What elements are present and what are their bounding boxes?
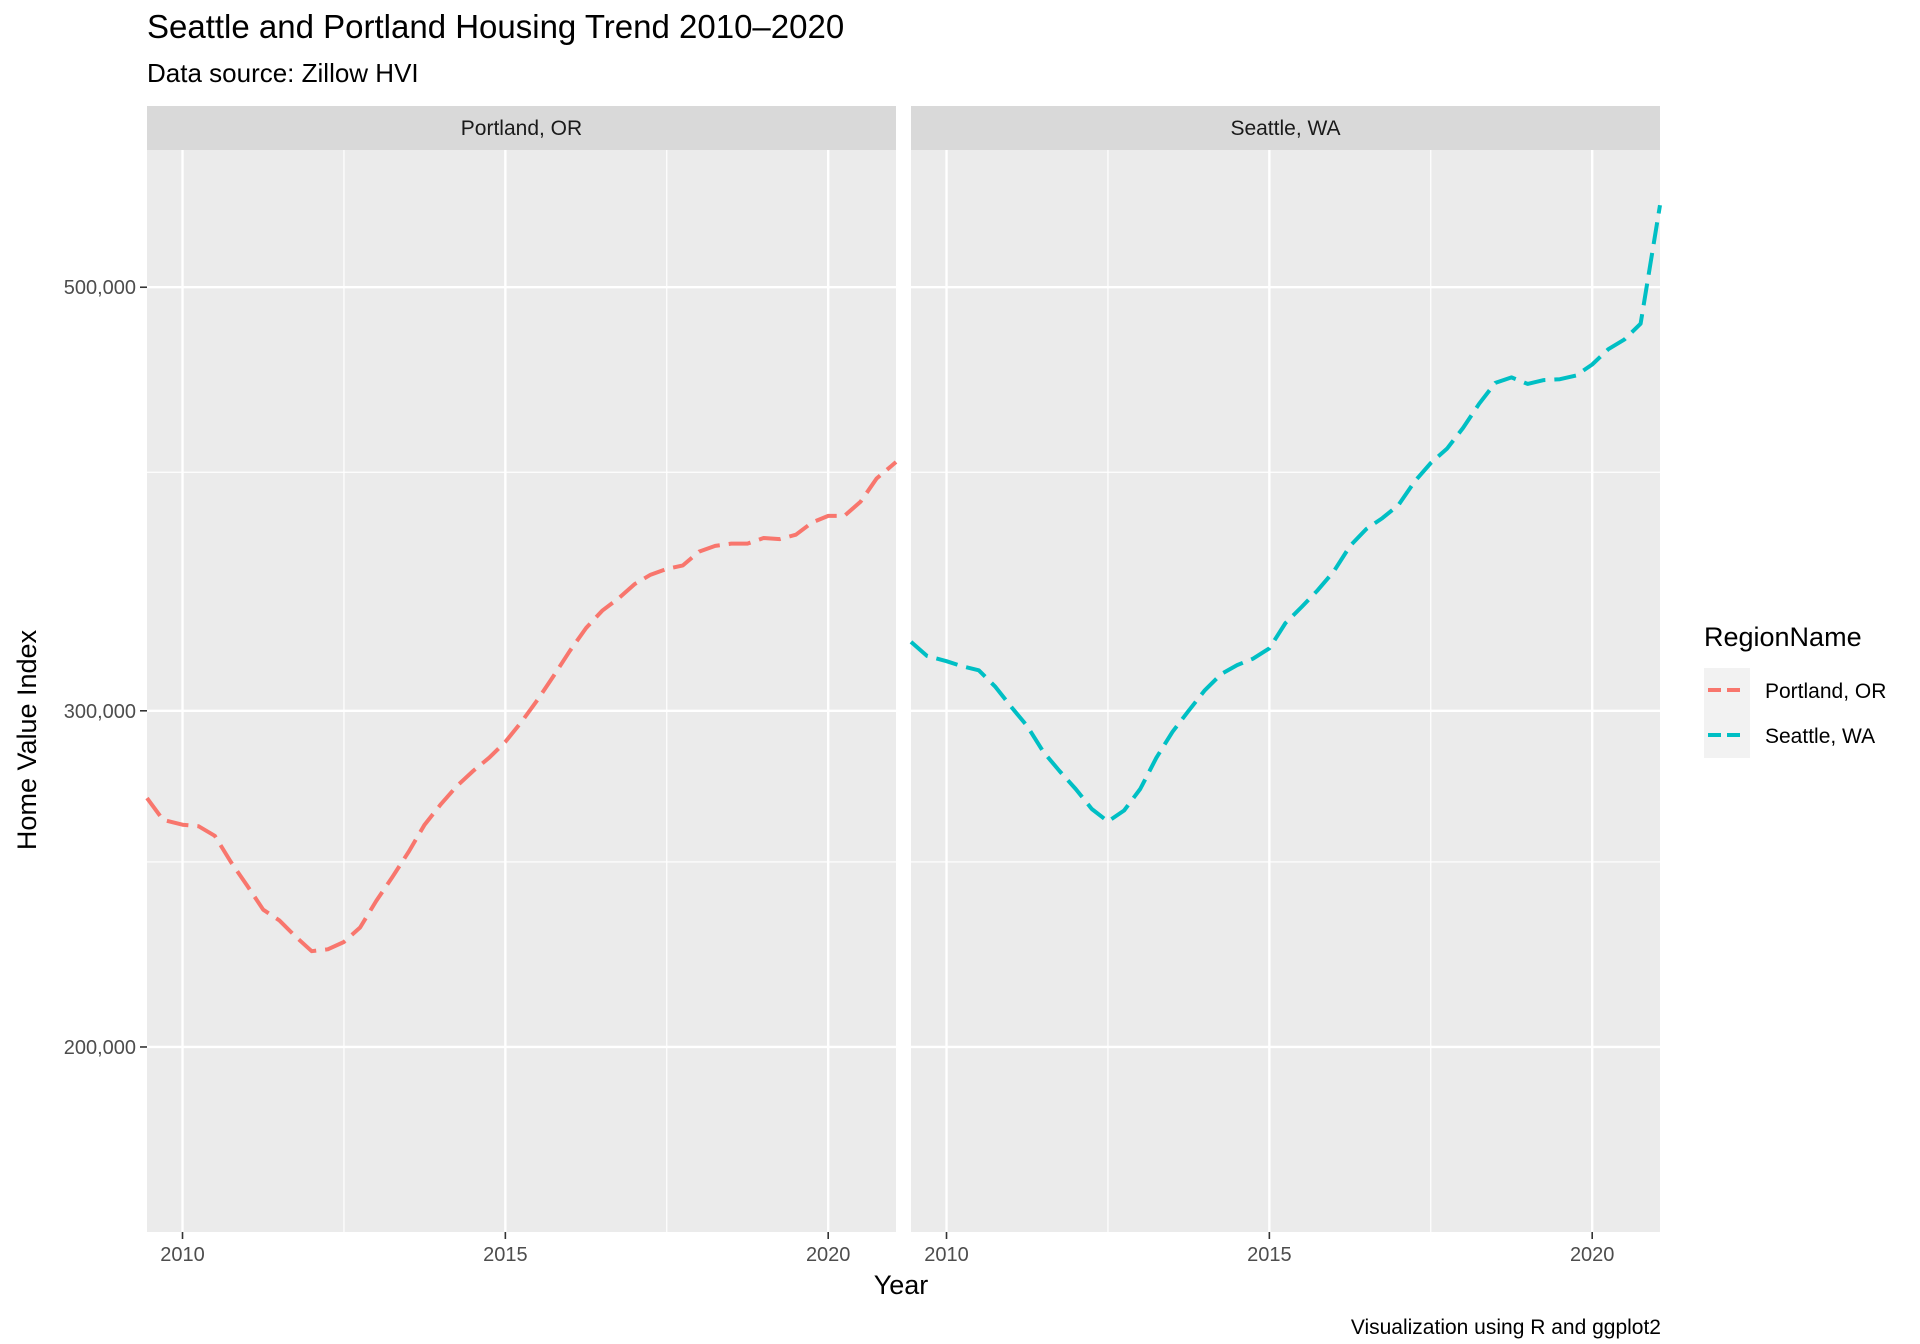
legend-label: Seattle, WA	[1765, 725, 1875, 748]
y-axis-title: Home Value Index	[12, 629, 42, 850]
x-tick-label: 2020	[806, 1244, 851, 1266]
x-tick-label: 2015	[483, 1244, 528, 1266]
legend-title: RegionName	[1704, 622, 1862, 652]
x-tick-label: 2010	[924, 1244, 969, 1266]
y-tick-label: 200,000	[64, 1037, 136, 1059]
x-tick-label: 2015	[1247, 1244, 1292, 1266]
facet-strip-label: Seattle, WA	[1230, 117, 1340, 140]
facet-strip-seattle-wa	[911, 106, 1660, 150]
series-line-seattle-wa	[909, 204, 1662, 824]
x-tick-label: 2020	[1570, 1244, 1615, 1266]
panel-background-portland-or	[147, 150, 896, 1232]
legend-label: Portland, OR	[1765, 680, 1886, 703]
chart-caption: Visualization using R and ggplot2	[1351, 1316, 1661, 1339]
facet-strip-label: Portland, OR	[461, 117, 582, 140]
facet-panel-seattle: Seattle, WA 2010 2015 2020	[909, 106, 1662, 1266]
x-tick-label: 2010	[160, 1244, 205, 1266]
chart-subtitle: Data source: Zillow HVI	[147, 58, 419, 88]
panel-background-seattle-wa	[911, 150, 1660, 1232]
chart-title: Seattle and Portland Housing Trend 2010–…	[147, 8, 844, 45]
facet-strip-portland-or	[147, 106, 896, 150]
y-tick-label: 500,000	[64, 277, 136, 299]
x-axis-title: Year	[874, 1270, 929, 1300]
legend: RegionName Portland, OR Seattle, WA	[1704, 622, 1886, 758]
facet-panel-portland: Portland, OR 2010 2015 2020 200,000 300,000 50…	[64, 106, 898, 1266]
y-tick-label: 300,000	[64, 701, 136, 723]
series-line-portland-or	[145, 460, 898, 954]
